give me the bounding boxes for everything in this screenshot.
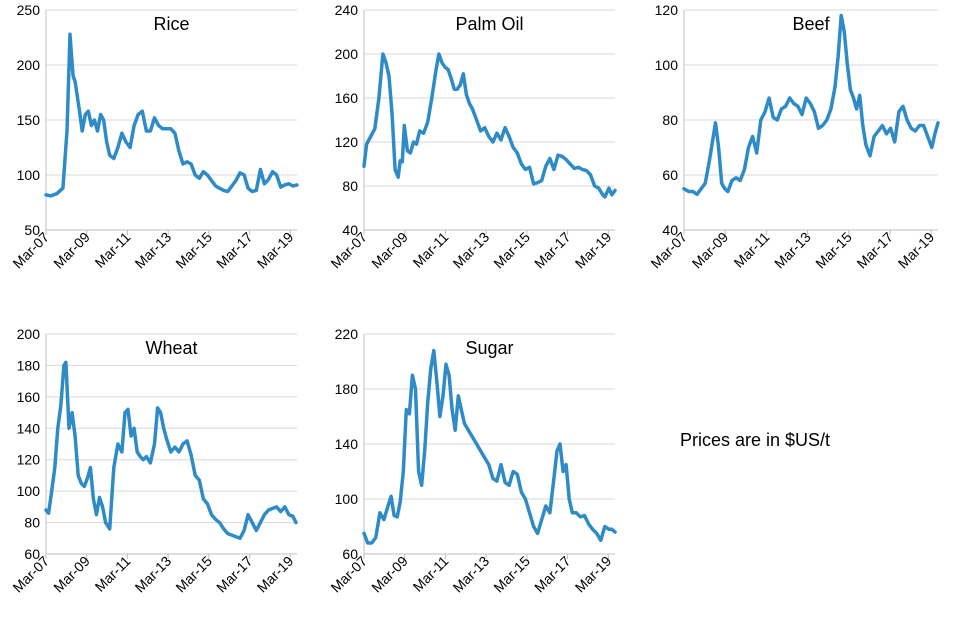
x-tick-label: Mar-11 bbox=[92, 229, 134, 271]
x-tick-label: Mar-19 bbox=[254, 229, 297, 272]
y-tick-label: 160 bbox=[335, 90, 359, 106]
y-tick-label: 60 bbox=[342, 546, 358, 562]
x-tick-label: Mar-13 bbox=[450, 553, 493, 596]
x-tick-label: Mar-17 bbox=[853, 229, 896, 272]
x-tick-label: Mar-11 bbox=[731, 229, 773, 271]
x-tick-label: Mar-19 bbox=[254, 553, 297, 596]
x-tick-label: Mar-17 bbox=[213, 229, 256, 272]
y-tick-label: 180 bbox=[335, 381, 359, 397]
x-tick-label: Mar-11 bbox=[92, 553, 134, 595]
series-line-beef bbox=[682, 13, 940, 197]
y-tick-label: 80 bbox=[662, 112, 678, 128]
y-tick-label: 80 bbox=[24, 515, 40, 531]
x-tick-label: Mar-13 bbox=[450, 229, 493, 272]
x-tick-label: Mar-13 bbox=[771, 229, 814, 272]
y-tick-label: 160 bbox=[17, 389, 41, 405]
x-tick-label: Mar-09 bbox=[689, 229, 732, 272]
y-tick-label: 40 bbox=[662, 222, 678, 238]
x-tick-label: Mar-13 bbox=[132, 553, 175, 596]
y-tick-label: 200 bbox=[17, 57, 41, 73]
y-tick-label: 120 bbox=[655, 2, 679, 18]
chart-palm-oil: 4080120160200240Mar-07Mar-09Mar-11Mar-13… bbox=[327, 2, 617, 272]
y-tick-label: 200 bbox=[335, 46, 359, 62]
chart-title: Wheat bbox=[145, 338, 197, 358]
y-tick-label: 60 bbox=[662, 167, 678, 183]
chart-title: Rice bbox=[153, 14, 189, 34]
y-tick-label: 100 bbox=[335, 491, 359, 507]
chart-rice: 50100150200250Mar-07Mar-09Mar-11Mar-13Ma… bbox=[9, 2, 299, 272]
y-tick-label: 240 bbox=[335, 2, 359, 18]
series-line-wheat bbox=[44, 360, 298, 541]
series-line-sugar bbox=[362, 348, 617, 545]
y-tick-label: 50 bbox=[24, 222, 40, 238]
x-tick-label: Mar-17 bbox=[213, 553, 256, 596]
chart-title: Palm Oil bbox=[455, 14, 523, 34]
units-note: Prices are in $US/t bbox=[680, 430, 831, 450]
x-tick-label: Mar-19 bbox=[895, 229, 938, 272]
y-tick-label: 80 bbox=[342, 178, 358, 194]
chart-wheat: 6080100120140160180200Mar-07Mar-09Mar-11… bbox=[9, 326, 298, 596]
x-tick-label: Mar-09 bbox=[368, 229, 411, 272]
x-tick-label: Mar-15 bbox=[490, 229, 533, 272]
y-tick-label: 200 bbox=[17, 326, 41, 342]
x-tick-label: Mar-11 bbox=[410, 553, 452, 595]
y-tick-label: 180 bbox=[17, 357, 41, 373]
x-tick-label: Mar-15 bbox=[490, 553, 533, 596]
y-tick-label: 100 bbox=[17, 167, 41, 183]
y-tick-label: 100 bbox=[17, 483, 41, 499]
series-line-rice bbox=[44, 32, 299, 198]
x-tick-label: Mar-19 bbox=[572, 553, 615, 596]
x-tick-label: Mar-09 bbox=[50, 553, 93, 596]
chart-title: Sugar bbox=[465, 338, 513, 358]
x-tick-label: Mar-15 bbox=[172, 553, 215, 596]
chart-sugar: 60100140180220Mar-07Mar-09Mar-11Mar-13Ma… bbox=[327, 326, 617, 596]
x-tick-label: Mar-17 bbox=[531, 553, 574, 596]
y-tick-label: 220 bbox=[335, 326, 359, 342]
x-tick-label: Mar-15 bbox=[812, 229, 855, 272]
x-tick-label: Mar-19 bbox=[572, 229, 615, 272]
y-tick-label: 140 bbox=[17, 420, 41, 436]
x-tick-label: Mar-11 bbox=[410, 229, 452, 271]
y-tick-label: 60 bbox=[24, 546, 40, 562]
x-tick-label: Mar-09 bbox=[368, 553, 411, 596]
y-tick-label: 120 bbox=[17, 452, 41, 468]
x-tick-label: Mar-15 bbox=[172, 229, 215, 272]
chart-title: Beef bbox=[792, 14, 830, 34]
y-tick-label: 140 bbox=[335, 436, 359, 452]
y-tick-label: 40 bbox=[342, 222, 358, 238]
y-tick-label: 100 bbox=[655, 57, 679, 73]
y-tick-label: 120 bbox=[335, 134, 359, 150]
series-line-palm-oil bbox=[362, 52, 617, 199]
y-tick-label: 150 bbox=[17, 112, 41, 128]
y-tick-label: 250 bbox=[17, 2, 41, 18]
x-tick-label: Mar-09 bbox=[50, 229, 93, 272]
x-tick-label: Mar-13 bbox=[132, 229, 175, 272]
x-tick-label: Mar-17 bbox=[531, 229, 574, 272]
